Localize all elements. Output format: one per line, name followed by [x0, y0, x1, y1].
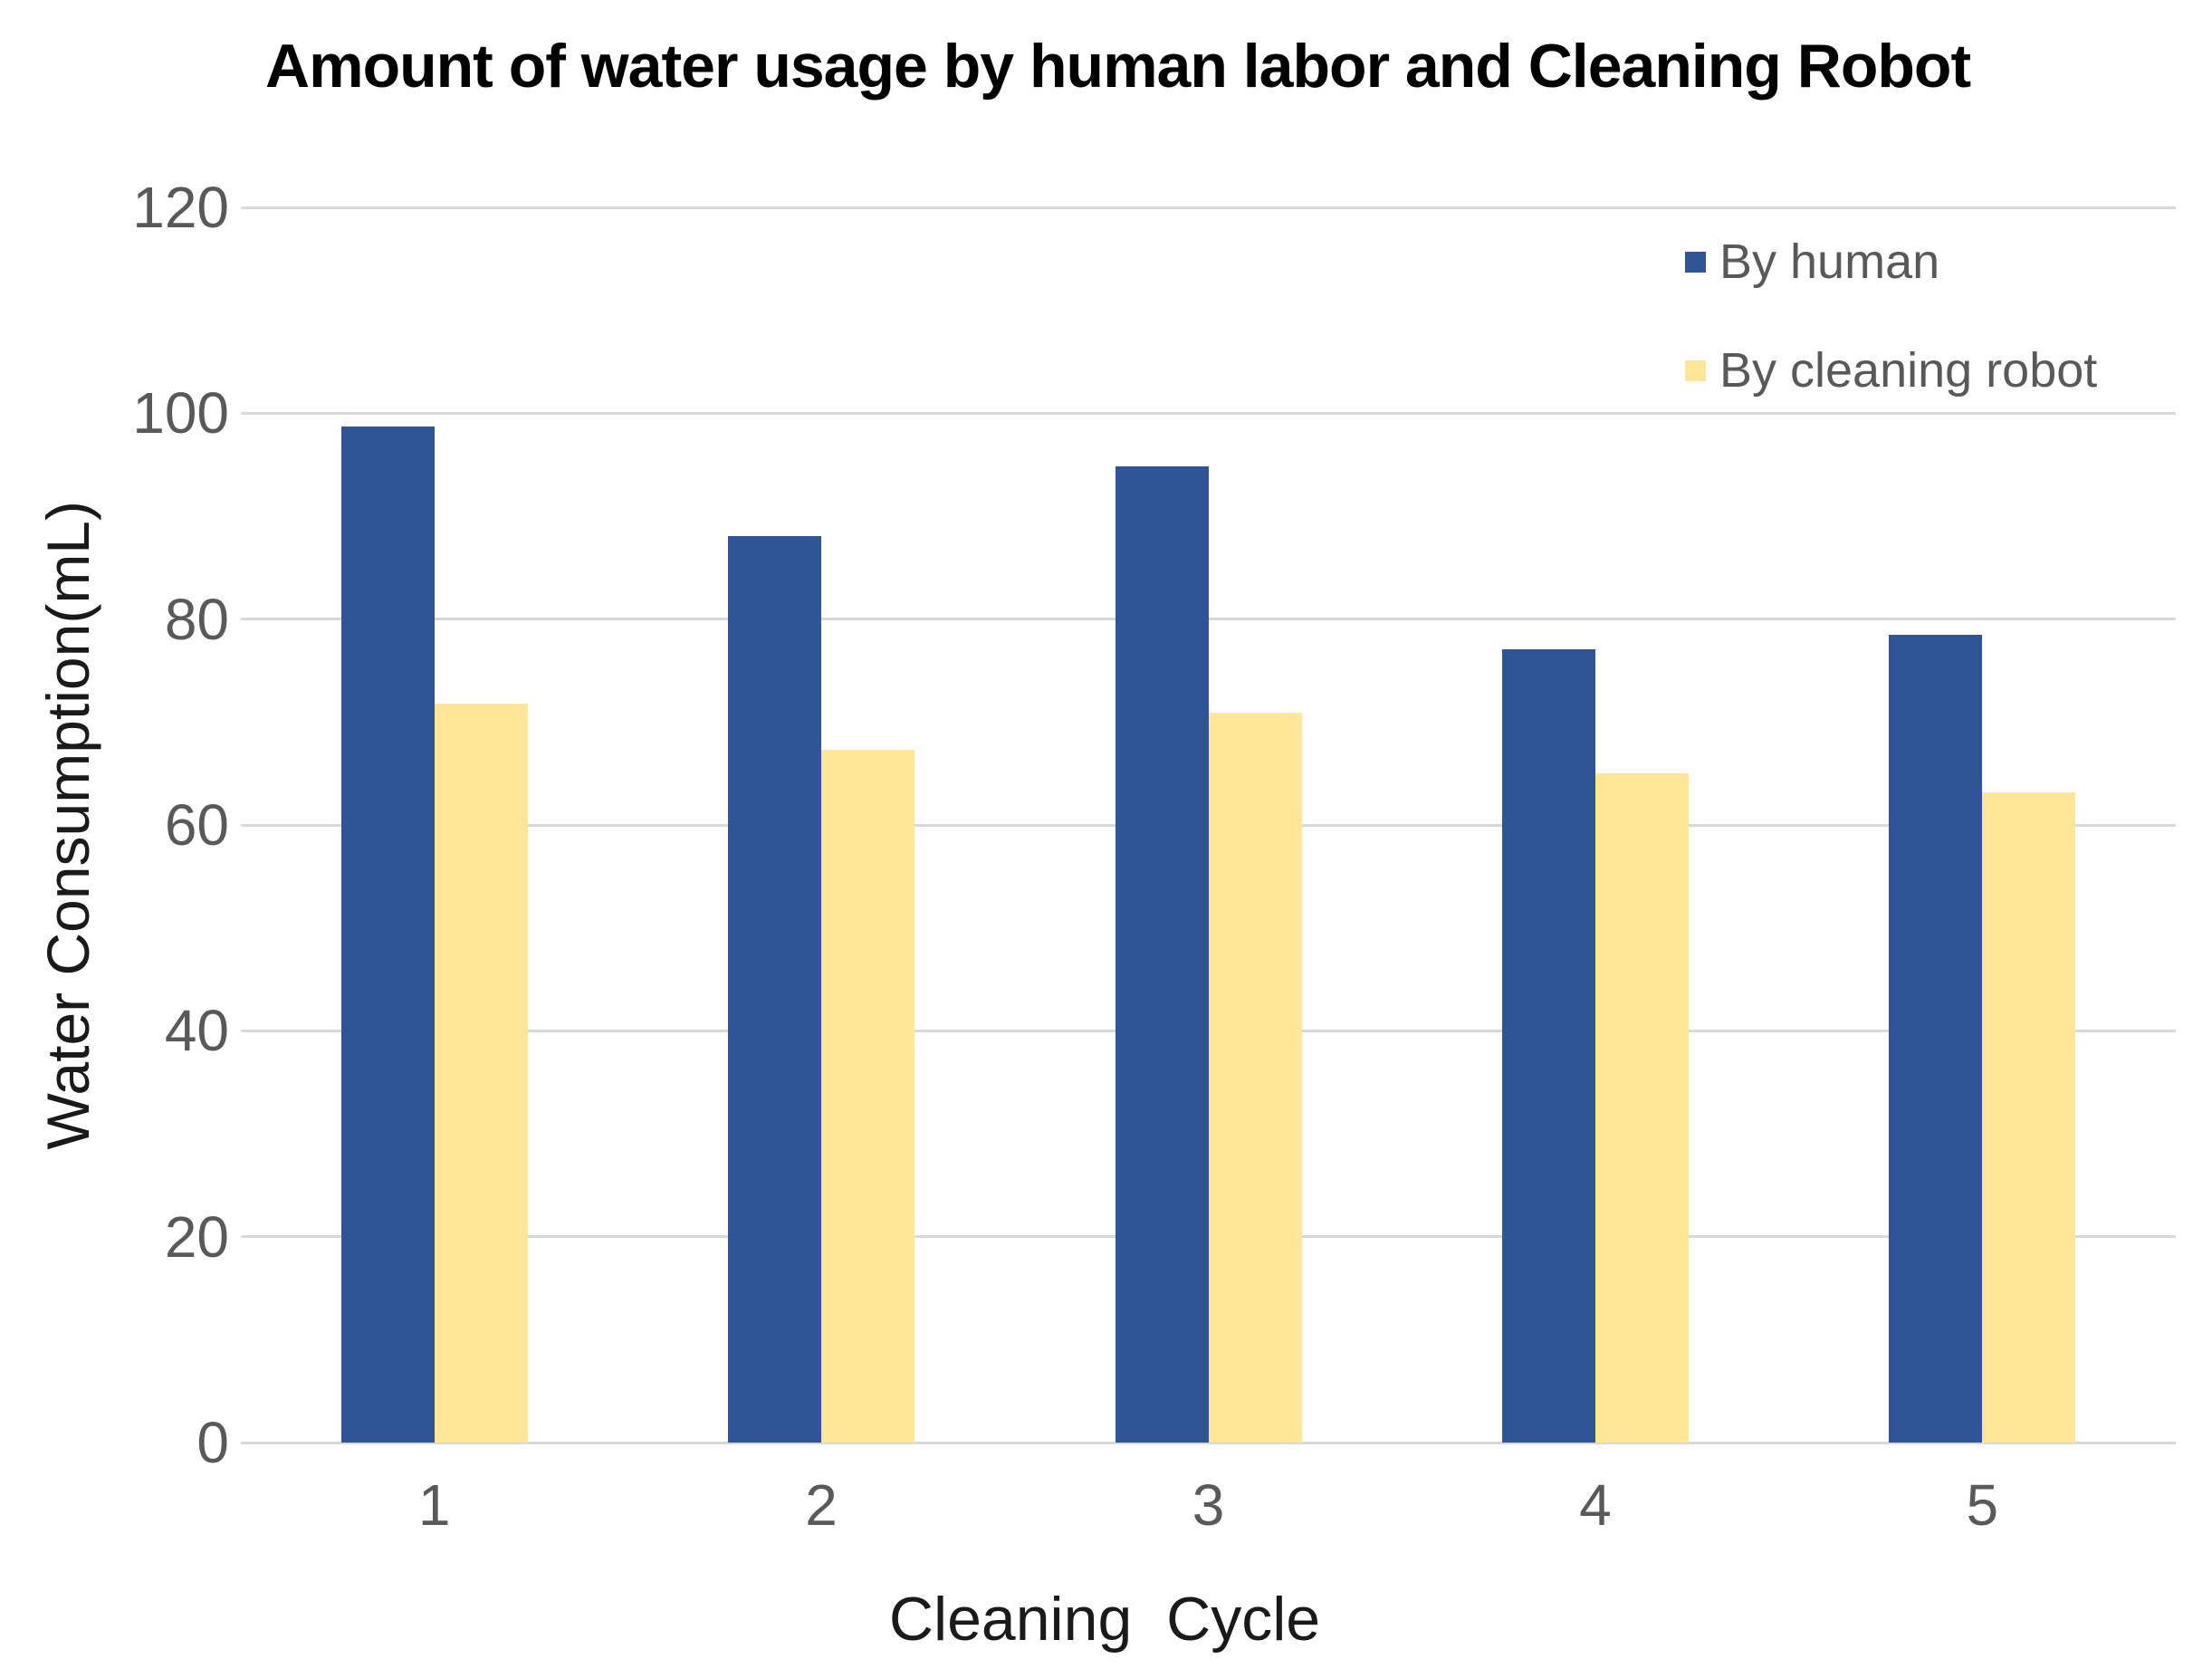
x-tick-label-1: 1: [417, 1472, 451, 1538]
bar-robot-cycle-4: [1594, 773, 1689, 1443]
legend-swatch-by-cleaning-robot: [1685, 360, 1706, 381]
legend-swatch-by-human: [1685, 251, 1706, 273]
y-tick-label-80: 80: [164, 586, 229, 652]
gridline-100: [241, 411, 2176, 415]
x-axis-title: Cleaning Cycle: [888, 1585, 1321, 1654]
bar-human-cycle-3: [1115, 466, 1209, 1443]
y-tick-label-120: 120: [132, 175, 229, 240]
y-tick-label-60: 60: [164, 792, 229, 858]
y-tick-label-100: 100: [132, 380, 229, 446]
bar-human-cycle-1: [340, 427, 435, 1443]
x-tick-label-5: 5: [1966, 1472, 1999, 1538]
x-tick-label-2: 2: [805, 1472, 838, 1538]
legend-label-by-human: By human: [1719, 235, 1940, 289]
legend-label-by-cleaning-robot: By cleaning robot: [1719, 343, 2098, 398]
x-tick-label-3: 3: [1192, 1472, 1225, 1538]
legend-item-by-cleaning-robot: By cleaning robot: [1685, 339, 2097, 402]
plot-area: [241, 206, 2176, 1444]
legend-item-by-human: By human: [1685, 230, 1939, 293]
gridline-80: [241, 618, 2176, 621]
bar-human-cycle-5: [1889, 634, 1983, 1443]
y-tick-label-20: 20: [164, 1203, 229, 1270]
bar-robot-cycle-5: [1982, 791, 2076, 1443]
x-tick-label-4: 4: [1579, 1472, 1612, 1538]
bar-robot-cycle-3: [1208, 713, 1302, 1443]
gridline-0: [241, 1441, 2176, 1444]
bar-robot-cycle-2: [821, 750, 915, 1443]
bar-human-cycle-2: [728, 535, 822, 1443]
bar-robot-cycle-1: [434, 703, 528, 1443]
y-tick-label-40: 40: [164, 998, 229, 1064]
y-tick-label-0: 0: [196, 1410, 229, 1475]
gridline-120: [241, 206, 2176, 209]
chart-title: Amount of water usage by human labor and…: [265, 32, 1971, 101]
bar-human-cycle-4: [1501, 648, 1595, 1443]
